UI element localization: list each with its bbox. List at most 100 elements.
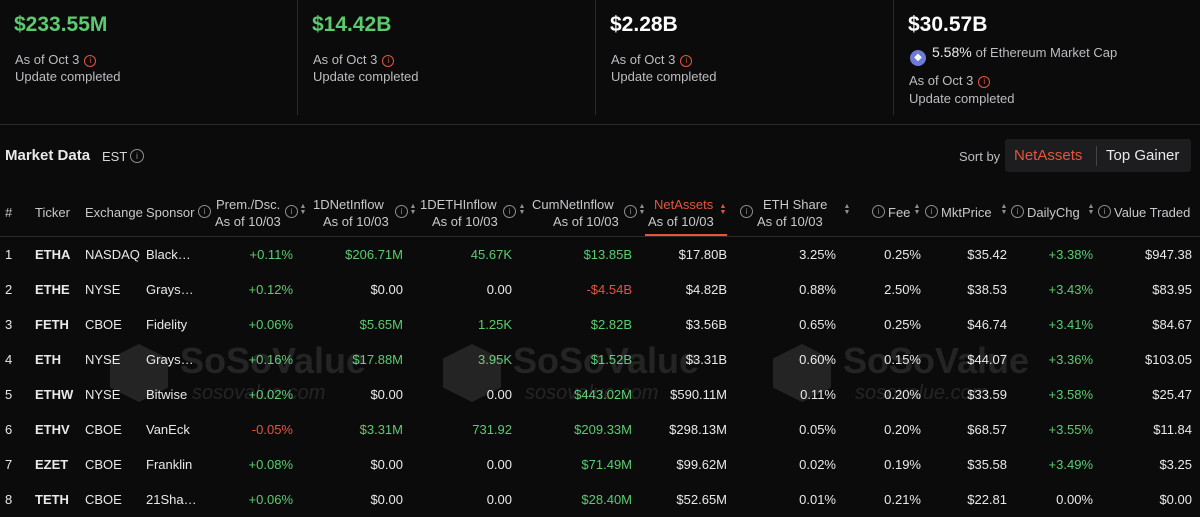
cell-num: 5 xyxy=(5,387,13,402)
col-cum-net-inflow[interactable]: CumNetInflow xyxy=(532,197,614,212)
cell-fee: 0.25% xyxy=(884,247,921,262)
info-icon[interactable]: i xyxy=(395,205,408,218)
cell-eth-inflow: 3.95K xyxy=(478,352,512,367)
cell-cum-inflow: $13.85B xyxy=(583,247,632,262)
market-cap-share: ◆ 5.58% of Ethereum Market Cap xyxy=(910,44,1117,66)
col-net-assets[interactable]: NetAssets xyxy=(654,197,714,212)
cell-cum-inflow: $71.49M xyxy=(581,457,632,472)
cell-net-assets: $3.31B xyxy=(685,352,727,367)
cell-ticker[interactable]: ETHV xyxy=(35,422,70,437)
info-icon[interactable]: i xyxy=(624,205,637,218)
cell-net-inflow: $17.88M xyxy=(352,352,403,367)
cell-mkt-price: $44.07 xyxy=(967,352,1007,367)
cell-eth-inflow: 0.00 xyxy=(486,282,512,297)
info-icon[interactable]: i xyxy=(872,205,885,218)
cell-mkt-price: $35.58 xyxy=(967,457,1007,472)
sort-top-gainer-button[interactable]: Top Gainer xyxy=(1106,147,1180,164)
col-eth-share-asof: As of 10/03 xyxy=(757,214,823,229)
col-value-traded[interactable]: Value Traded xyxy=(1114,205,1191,220)
cell-num: 7 xyxy=(5,457,13,472)
info-icon[interactable]: i xyxy=(285,205,298,218)
cell-exchange: CBOE xyxy=(85,422,122,437)
cell-net-assets: $298.13M xyxy=(669,422,727,437)
sort-icon[interactable]: ▲ ▼ xyxy=(299,203,307,216)
cell-cum-inflow: $2.82B xyxy=(590,317,632,332)
cell-net-inflow: $3.31M xyxy=(359,422,403,437)
table-row[interactable]: 3 FETH CBOE Fidelity +0.06% $5.65M 1.25K $2.82B… xyxy=(0,307,1200,342)
cell-eth-share: 0.05% xyxy=(799,422,836,437)
info-icon[interactable]: i xyxy=(130,149,144,163)
cell-net-inflow: $0.00 xyxy=(370,457,403,472)
divider xyxy=(595,0,596,115)
stat-value: $30.57B xyxy=(908,13,988,36)
info-icon[interactable]: i xyxy=(680,55,693,67)
sort-icon[interactable]: ▲ ▼ xyxy=(843,203,851,216)
info-icon[interactable]: i xyxy=(382,55,395,67)
info-icon[interactable]: i xyxy=(740,205,753,218)
active-sort-underline xyxy=(645,234,727,236)
cell-ticker[interactable]: EZET xyxy=(35,457,69,472)
col-1d-net-inflow[interactable]: 1DNetInflow xyxy=(313,197,384,212)
col-eth-share[interactable]: ETH Share xyxy=(763,197,828,212)
info-icon[interactable]: i xyxy=(1011,205,1024,218)
sort-icon[interactable]: ▲ ▼ xyxy=(1087,203,1095,216)
table-row[interactable]: 2 ETHE NYSE Grays… +0.12% $0.00 0.00 -$4.54B $4.… xyxy=(0,272,1200,307)
info-icon[interactable]: i xyxy=(978,76,991,88)
sort-icon[interactable]: ▲ ▼ xyxy=(638,203,646,216)
cell-eth-share: 0.65% xyxy=(799,317,836,332)
col-net-inflow-asof: As of 10/03 xyxy=(323,214,389,229)
sort-toggle xyxy=(1005,139,1191,172)
sort-icon[interactable]: ▲ ▼ xyxy=(518,203,526,216)
cell-sponsor: Grays… xyxy=(146,352,194,367)
info-icon[interactable]: i xyxy=(925,205,938,218)
cell-fee: 2.50% xyxy=(884,282,921,297)
info-icon[interactable]: i xyxy=(84,55,97,67)
table-row[interactable]: 6 ETHV CBOE VanEck -0.05% $3.31M 731.92 $209.33… xyxy=(0,412,1200,447)
sort-icon[interactable]: ▲ ▼ xyxy=(409,203,417,216)
cell-prem: +0.02% xyxy=(248,387,293,402)
col-1d-eth-inflow[interactable]: 1DETHInflow xyxy=(420,197,497,212)
info-icon[interactable]: i xyxy=(1098,205,1111,218)
col-num: # xyxy=(5,205,13,220)
sort-icon[interactable]: ▲ ▼ xyxy=(1000,203,1008,216)
cell-ticker[interactable]: ETHW xyxy=(35,387,74,402)
cell-value-traded: $84.67 xyxy=(1152,317,1192,332)
cell-net-inflow: $206.71M xyxy=(345,247,403,262)
cell-sponsor: Grays… xyxy=(146,282,194,297)
cell-mkt-price: $46.74 xyxy=(967,317,1007,332)
cell-ticker[interactable]: FETH xyxy=(35,317,69,332)
cell-eth-inflow: 45.67K xyxy=(470,247,512,262)
table-row[interactable]: 1 ETHA NASDAQ Black… +0.11% $206.71M 45.67K $13… xyxy=(0,237,1200,272)
timezone-label: EST xyxy=(102,149,128,164)
cell-ticker[interactable]: ETHE xyxy=(35,282,70,297)
table-row[interactable]: 4 ETH NYSE Grays… +0.16% $17.88M 3.95K $1.52B $3… xyxy=(0,342,1200,377)
sort-desc-icon[interactable]: ▲ ▼ xyxy=(719,203,727,216)
cell-value-traded: $3.25 xyxy=(1159,457,1192,472)
sort-icon[interactable]: ▲ ▼ xyxy=(913,203,921,216)
cell-value-traded: $11.84 xyxy=(1153,422,1192,437)
divider xyxy=(297,0,298,115)
table-header-divider xyxy=(0,236,1200,237)
cell-eth-inflow: 0.00 xyxy=(486,457,512,472)
col-mkt-price[interactable]: MktPrice xyxy=(941,205,992,220)
cell-exchange: NYSE xyxy=(85,387,121,402)
cell-eth-inflow: 1.25K xyxy=(478,317,512,332)
col-prem[interactable]: Prem./Dsc. xyxy=(216,197,281,212)
cell-sponsor: Franklin xyxy=(146,457,193,472)
col-daily-chg[interactable]: DailyChg xyxy=(1027,205,1080,220)
sort-netassets-button[interactable]: NetAssets xyxy=(1014,147,1083,164)
col-net-assets-asof: As of 10/03 xyxy=(648,214,714,229)
cell-fee: 0.25% xyxy=(884,317,921,332)
col-fee[interactable]: Fee xyxy=(888,205,911,220)
table-row[interactable]: 5 ETHW NYSE Bitwise +0.02% $0.00 0.00 $443.02M $… xyxy=(0,377,1200,412)
table-row[interactable]: 7 EZET CBOE Franklin +0.08% $0.00 0.00 $71.49M $… xyxy=(0,447,1200,482)
info-icon[interactable]: i xyxy=(503,205,516,218)
cell-ticker[interactable]: ETHA xyxy=(35,247,71,262)
cell-ticker[interactable]: ETH xyxy=(35,352,61,367)
cell-eth-share: 3.25% xyxy=(799,247,836,262)
info-icon[interactable]: i xyxy=(198,205,211,218)
